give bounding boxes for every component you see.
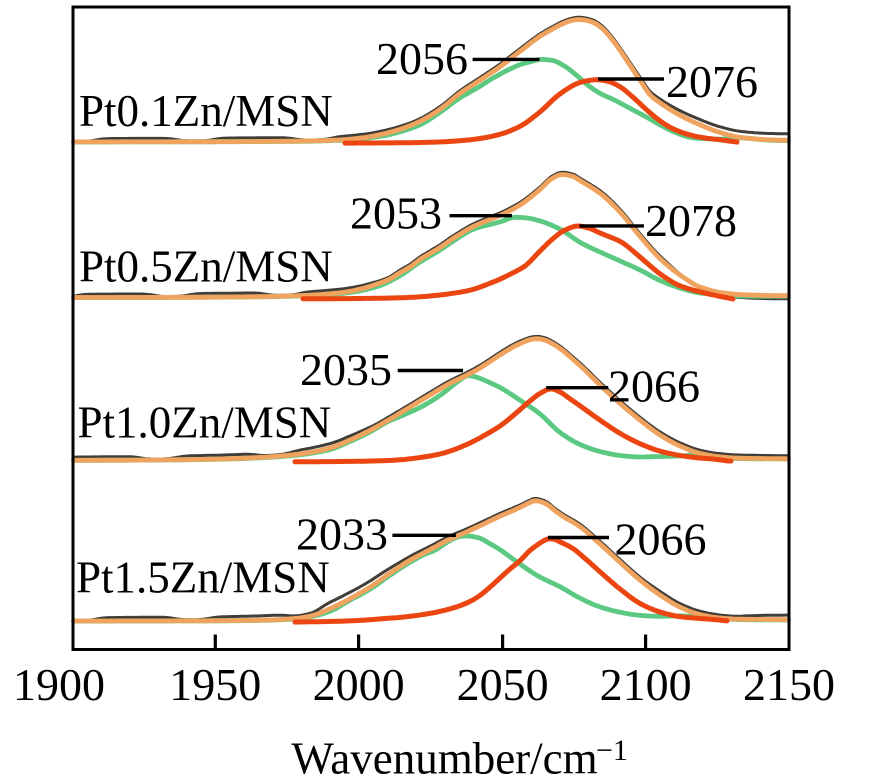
svg-text:2056: 2056 xyxy=(376,33,468,84)
svg-text:2150: 2150 xyxy=(743,659,835,710)
svg-text:2035: 2035 xyxy=(300,344,392,395)
svg-text:2100: 2100 xyxy=(600,659,692,710)
svg-text:2050: 2050 xyxy=(457,659,549,710)
svg-text:Pt1.5Zn/MSN: Pt1.5Zn/MSN xyxy=(76,553,330,603)
svg-text:Wavenumber/cm: Wavenumber/cm xyxy=(291,733,597,780)
svg-text:Pt1.0Zn/MSN: Pt1.0Zn/MSN xyxy=(78,398,332,448)
svg-text:2033: 2033 xyxy=(296,508,388,559)
svg-text:Pt0.1Zn/MSN: Pt0.1Zn/MSN xyxy=(79,86,333,136)
svg-text:Pt0.5Zn/MSN: Pt0.5Zn/MSN xyxy=(79,242,333,292)
svg-text:2066: 2066 xyxy=(615,514,707,565)
svg-text:2000: 2000 xyxy=(313,659,405,710)
svg-text:−1: −1 xyxy=(596,734,628,767)
svg-text:2066: 2066 xyxy=(608,360,700,411)
svg-text:2076: 2076 xyxy=(666,56,758,107)
svg-text:1950: 1950 xyxy=(169,659,261,710)
svg-text:2078: 2078 xyxy=(645,195,737,246)
svg-text:1900: 1900 xyxy=(13,659,105,710)
svg-text:2053: 2053 xyxy=(350,188,442,239)
